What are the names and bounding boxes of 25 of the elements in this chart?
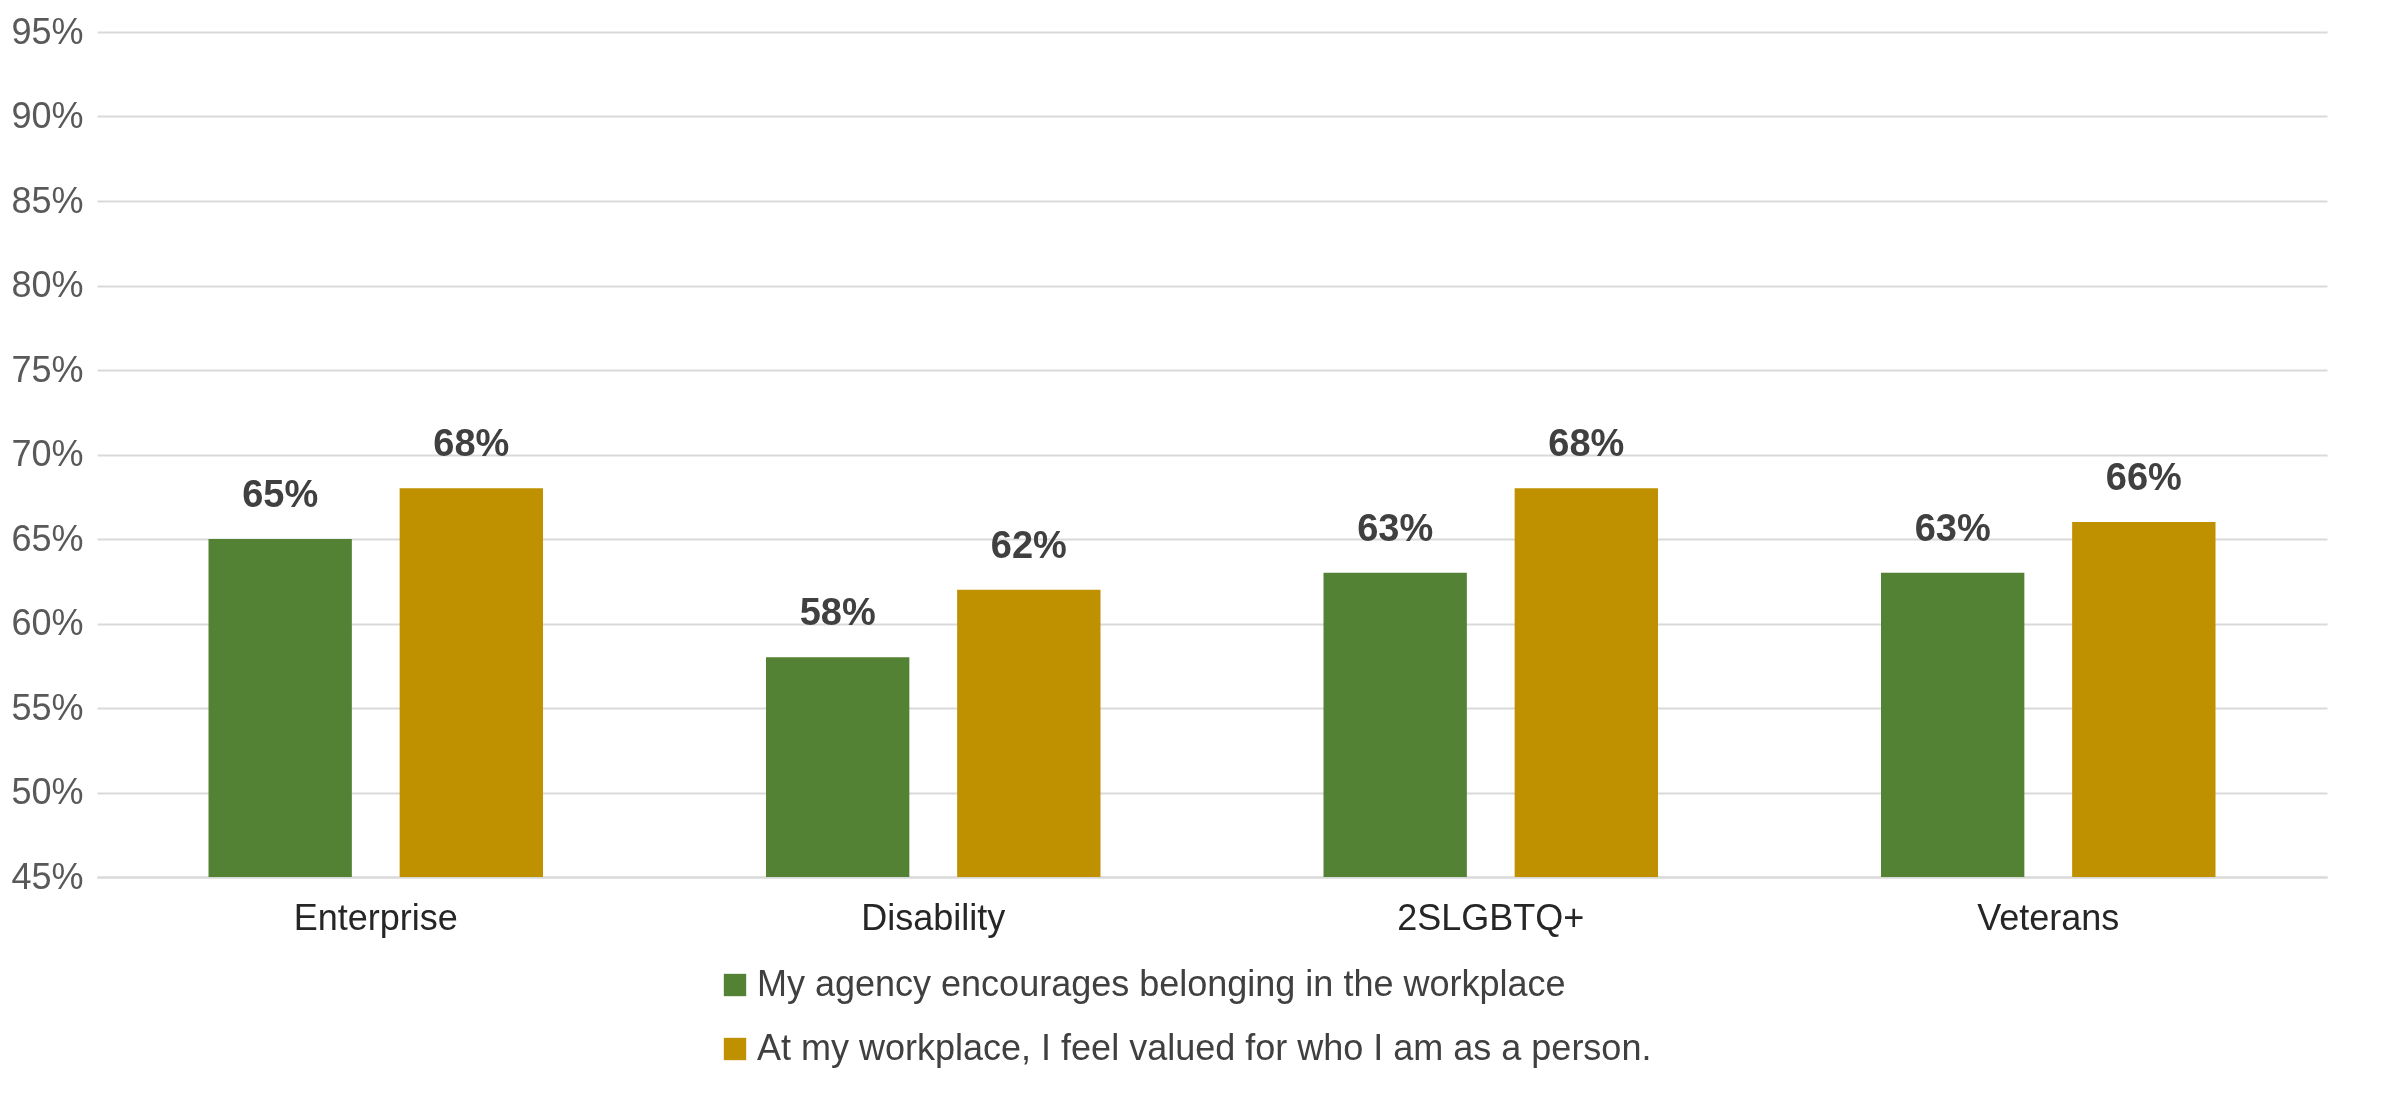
data-label: 63% [1357, 506, 1434, 549]
legend-label: My agency encourages belonging in the workplace [757, 963, 1566, 1004]
data-label: 62% [990, 523, 1067, 566]
legend-label: At my workplace, I feel valued for who I am as a person. [757, 1027, 1652, 1068]
y-tick-label: 70% [11, 433, 84, 474]
data-label: 68% [433, 422, 510, 465]
y-tick-label: 75% [11, 348, 84, 390]
x-tick-label: Disability [861, 896, 1006, 938]
y-tick-label: 45% [11, 855, 84, 897]
y-tick-label: 50% [11, 771, 84, 812]
y-tick-label: 80% [11, 264, 84, 305]
data-label: 58% [799, 591, 876, 634]
y-tick-label: 65% [11, 517, 84, 559]
y-tick-label: 90% [11, 95, 84, 136]
data-label: 63% [1914, 506, 1991, 549]
y-tick-label: 55% [11, 686, 84, 728]
x-tick-label: Enterprise [293, 896, 458, 938]
data-label: 68% [1548, 422, 1625, 465]
x-tick-label: Veterans [1977, 896, 2120, 938]
data-label: 65% [242, 473, 319, 515]
y-tick-label: 60% [11, 602, 84, 643]
x-tick-label: 2SLGBTQ+ [1397, 896, 1585, 938]
data-label: 66% [2105, 456, 2182, 499]
y-tick-label: 85% [11, 179, 84, 221]
y-tick-label: 95% [11, 10, 84, 52]
